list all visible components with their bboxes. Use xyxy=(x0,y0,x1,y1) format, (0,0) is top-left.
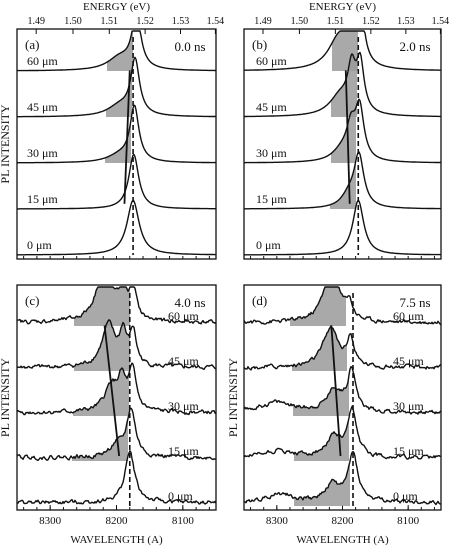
top-tick-label: 1.50 xyxy=(291,16,309,27)
top-tick-label: 1.51 xyxy=(101,16,119,27)
series-label: 15 μm xyxy=(256,192,287,206)
top-tick-label: 1.52 xyxy=(136,16,154,27)
panel-b: ENERGY (eV) 1.49 1.50 1.51 1.52 1.53 1.54 (b) 2.… xyxy=(243,1,450,260)
panel-a: ENERGY (eV) 1.49 1.50 1.51 1.52 1.53 1.54 PL IN… xyxy=(0,1,225,260)
spectrum-line xyxy=(244,151,441,210)
spectrum-line xyxy=(243,405,442,460)
peak-shift-line xyxy=(123,70,131,204)
shaded-region xyxy=(106,69,132,117)
top-tick-label: 1.51 xyxy=(327,16,345,27)
series-label: 30 μm xyxy=(168,399,199,413)
series-label: 45 μm xyxy=(168,354,199,368)
spectrum-line xyxy=(17,199,216,256)
series-label: 60 μm xyxy=(393,309,424,323)
top-tick-label: 1.54 xyxy=(432,16,450,27)
series-label: 15 μm xyxy=(27,192,58,206)
y-axis-label: PL INTENSITY xyxy=(0,104,12,184)
shaded-region xyxy=(294,461,350,506)
panel-c: 8300 8200 8100 WAVELENGTH (A) PL INTENSITY (c… xyxy=(0,284,217,546)
series-label: 30 μm xyxy=(27,146,58,160)
panel-label: (c) xyxy=(25,293,39,308)
time-label: 2.0 ns xyxy=(399,39,430,54)
series-label: 60 μm xyxy=(27,54,58,68)
spectrum-line xyxy=(16,319,217,371)
x-tick-label: 8200 xyxy=(332,515,355,527)
spectrum-line xyxy=(244,199,442,256)
series-label: 30 μm xyxy=(256,146,287,160)
spectrum-line xyxy=(17,56,216,118)
x-tick-label: 8300 xyxy=(39,515,62,527)
spectrum-line xyxy=(16,104,216,164)
time-label: 4.0 ns xyxy=(174,295,205,310)
spectrum-line xyxy=(243,366,442,415)
series-label: 15 μm xyxy=(168,444,199,458)
spectrum-line xyxy=(244,30,441,71)
shaded-region xyxy=(105,119,131,163)
shaded-region xyxy=(331,53,357,117)
series-label: 0 μm xyxy=(27,238,52,252)
peak-shift-line xyxy=(330,325,342,457)
x-tick-label: 8300 xyxy=(266,515,289,527)
panel-d: 8300 8200 8100 WAVELENGTH (A) PL INTENSITY (d… xyxy=(226,284,442,546)
peak-shift-line xyxy=(344,70,351,204)
spectrum-line xyxy=(244,450,442,506)
top-tick-label: 1.50 xyxy=(64,16,82,27)
y-axis-label: PL INTENSITY xyxy=(226,358,240,438)
series-label: 45 μm xyxy=(393,354,424,368)
x-tick-label: 8100 xyxy=(397,515,420,527)
panel-label: (a) xyxy=(25,37,39,52)
top-tick-label: 1.49 xyxy=(254,16,272,27)
spectrum-line xyxy=(244,51,441,118)
shaded-region xyxy=(331,107,356,163)
series-label: 0 μm xyxy=(393,489,418,503)
shaded-region xyxy=(290,287,346,326)
top-tick-label: 1.53 xyxy=(172,16,190,27)
spectrum-line xyxy=(243,286,442,326)
series-label: 45 μm xyxy=(256,100,287,114)
shaded-region xyxy=(107,31,133,71)
shaded-region xyxy=(293,375,349,416)
time-label: 0.0 ns xyxy=(174,39,205,54)
top-tick-label: 1.49 xyxy=(27,16,45,27)
top-axis-label: ENERGY (eV) xyxy=(83,1,150,13)
series-label: 0 μm xyxy=(168,489,193,503)
spectrum-line xyxy=(17,153,216,210)
spectrum-line xyxy=(244,98,441,164)
peak-shift-line xyxy=(103,325,121,457)
series-label: 0 μm xyxy=(256,238,281,252)
top-tick-label: 1.53 xyxy=(397,16,415,27)
panel-label: (d) xyxy=(252,293,267,308)
spectrum-line xyxy=(16,450,217,505)
spectrum-line xyxy=(16,286,217,325)
panel-label: (b) xyxy=(252,37,267,52)
top-axis-label: ENERGY (eV) xyxy=(309,1,376,13)
shaded-region xyxy=(74,319,130,371)
y-axis-label: PL INTENSITY xyxy=(0,358,12,438)
x-tick-label: 8200 xyxy=(106,515,129,527)
shaded-region xyxy=(330,160,356,209)
shaded-region xyxy=(294,417,349,461)
shaded-region xyxy=(72,418,128,461)
time-label: 7.5 ns xyxy=(399,295,430,310)
series-label: 45 μm xyxy=(27,100,58,114)
series-label: 15 μm xyxy=(393,444,424,458)
spectrum-line xyxy=(243,325,442,371)
x-axis-label: WAVELENGTH (A) xyxy=(70,534,163,546)
spectrum-line xyxy=(17,30,216,72)
x-tick-label: 8100 xyxy=(172,515,195,527)
top-tick-label: 1.52 xyxy=(362,16,380,27)
series-label: 60 μm xyxy=(168,309,199,323)
shaded-region xyxy=(74,287,130,326)
series-label: 30 μm xyxy=(393,399,424,413)
series-label: 60 μm xyxy=(256,54,287,68)
x-axis-label: WAVELENGTH (A) xyxy=(296,534,389,546)
top-tick-label: 1.54 xyxy=(207,16,225,27)
shaded-region xyxy=(73,367,129,416)
spectrum-line xyxy=(16,362,217,416)
